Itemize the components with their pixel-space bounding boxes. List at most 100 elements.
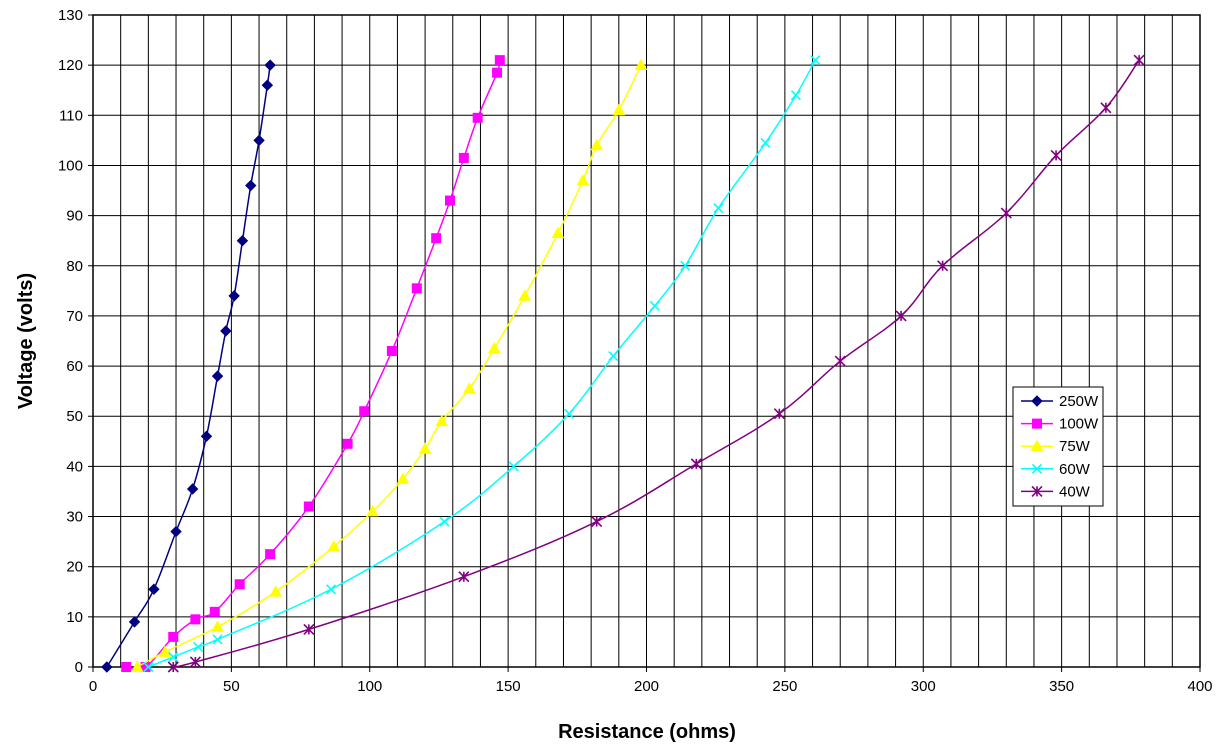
data-point-100W (234, 579, 245, 590)
data-point-75W (366, 504, 379, 517)
series-100W (121, 55, 505, 672)
data-point-75W (130, 660, 144, 672)
data-point-250W (101, 661, 113, 673)
legend-item-100W: 100W (1021, 416, 1099, 433)
x-tick-label: 100 (357, 678, 382, 695)
legend-swatch-marker (1032, 418, 1042, 429)
data-point-75W (518, 289, 532, 301)
data-point-60W (325, 584, 337, 595)
series-75W (130, 58, 648, 672)
data-point-250W (128, 616, 141, 628)
data-point-40W (458, 571, 470, 583)
y-tick-label: 100 (58, 157, 83, 174)
data-point-40W (303, 623, 315, 635)
data-point-60W (810, 55, 821, 66)
y-tick-label: 20 (66, 559, 83, 576)
data-point-250W (200, 430, 213, 442)
data-point-100W (386, 346, 397, 357)
x-tick-label: 250 (772, 678, 797, 695)
minor-gridlines (120, 15, 1173, 667)
data-point-100W (445, 195, 456, 206)
y-axis-ticks: 0 10 20 30 40 50 60 70 80 90 100 110 120 130 (58, 7, 93, 676)
legend-label: 250W (1059, 393, 1099, 410)
data-point-75W (158, 645, 172, 657)
data-point-60W (790, 90, 802, 101)
data-point-100W (492, 67, 503, 78)
data-point-60W (439, 516, 450, 527)
x-tick-label: 400 (1187, 678, 1212, 695)
x-tick-label: 350 (1049, 678, 1074, 695)
data-point-100W (411, 283, 422, 294)
y-tick-label: 30 (66, 509, 83, 526)
legend: 250W 100W 75W 60W 40W (1012, 386, 1104, 507)
legend-swatch-marker (1031, 485, 1043, 497)
y-tick-label: 10 (66, 609, 83, 626)
data-point-75W (327, 540, 341, 552)
data-point-100W (303, 501, 314, 512)
x-axis-title: Resistance (ohms) (558, 721, 736, 743)
y-tick-label: 120 (58, 57, 83, 74)
legend-item-250W: 250W (1021, 393, 1099, 410)
data-point-250W (261, 79, 274, 91)
data-point-40W (1050, 149, 1062, 161)
data-point-40W (895, 310, 907, 322)
data-point-250W (228, 290, 240, 302)
data-point-60W (608, 350, 619, 362)
data-point-250W (245, 179, 257, 192)
legend-swatch-marker (1030, 439, 1044, 452)
data-point-40W (690, 458, 702, 470)
data-point-250W (264, 59, 276, 71)
data-point-75W (418, 442, 432, 454)
data-point-60W (563, 408, 575, 419)
y-tick-label: 70 (66, 308, 83, 325)
data-point-40W (834, 355, 846, 367)
data-point-100W (359, 406, 370, 417)
data-point-250W (253, 134, 265, 147)
data-point-75W (634, 58, 648, 71)
data-point-250W (220, 325, 232, 337)
x-tick-label: 200 (634, 678, 659, 695)
data-point-60W (143, 661, 154, 673)
legend-swatch-marker (1031, 395, 1043, 407)
data-point-75W (396, 472, 410, 484)
series-40W (167, 54, 1145, 673)
data-point-40W (1133, 54, 1145, 66)
data-point-100W (342, 438, 353, 449)
x-axis-ticks: 0 50 100 150 200 250 300 350 400 (89, 667, 1213, 695)
data-point-40W (773, 408, 785, 420)
data-point-100W (209, 606, 220, 617)
data-point-40W (189, 656, 201, 668)
x-tick-label: 0 (89, 678, 97, 695)
y-tick-label: 0 (75, 659, 83, 676)
legend-label: 60W (1059, 461, 1091, 478)
x-tick-label: 50 (223, 678, 240, 695)
series-250W (101, 59, 276, 673)
data-point-75W (576, 173, 590, 186)
y-axis-title: Voltage (volts) (15, 273, 37, 409)
major-gridlines (93, 15, 1200, 667)
y-tick-label: 40 (66, 458, 83, 475)
legend-label: 40W (1059, 483, 1091, 500)
data-point-75W (211, 620, 224, 632)
y-tick-label: 60 (66, 358, 83, 375)
data-point-100W (168, 631, 179, 642)
data-point-100W (431, 233, 442, 244)
data-point-250W (186, 483, 199, 495)
data-point-60W (649, 300, 660, 311)
legend-swatch-marker (1031, 463, 1043, 474)
data-point-75W (269, 585, 283, 597)
data-point-100W (121, 662, 132, 672)
data-point-100W (190, 614, 201, 625)
data-point-40W (1000, 207, 1012, 219)
legend-item-60W: 60W (1021, 461, 1091, 478)
y-tick-label: 110 (59, 107, 83, 124)
data-point-60W (193, 641, 204, 653)
data-point-40W (1100, 102, 1112, 114)
legend-item-75W: 75W (1021, 438, 1091, 455)
data-point-40W (937, 260, 949, 272)
legend-label: 75W (1059, 438, 1091, 455)
series-layer (101, 54, 1145, 673)
series-60W (143, 55, 821, 673)
y-tick-label: 130 (58, 7, 83, 24)
data-point-250W (148, 583, 160, 595)
